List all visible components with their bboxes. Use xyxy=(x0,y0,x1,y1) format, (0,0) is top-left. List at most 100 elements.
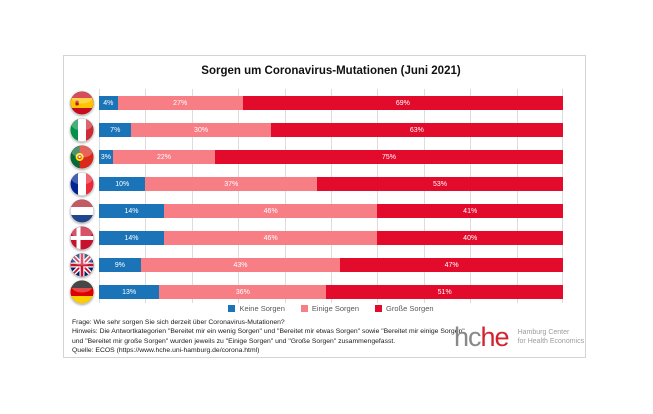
segment-value-label: 51% xyxy=(437,288,452,296)
gridline xyxy=(470,89,472,303)
flag-icon-it xyxy=(70,118,94,142)
hche-logo-text: hche xyxy=(454,322,510,352)
segment-value-label: 46% xyxy=(263,234,278,242)
bar-row-fr: 10% 37% 53% xyxy=(70,172,563,196)
bar-segment-gro-e-sorgen: 51% xyxy=(326,285,563,299)
bar-segment-keine-sorgen: 4% xyxy=(99,96,118,110)
flag-icon-es xyxy=(70,91,94,115)
segment-value-label: 22% xyxy=(156,153,171,161)
footnote-quelle: Quelle: ECOS (https://www.hche.uni-hambu… xyxy=(72,346,260,354)
legend-label: Einige Sorgen xyxy=(311,304,360,313)
bar-segment-keine-sorgen: 10% xyxy=(99,177,146,191)
bar-row-es: 4% 27% 69% xyxy=(70,91,563,115)
gridline xyxy=(191,89,193,303)
gridline xyxy=(238,89,240,303)
bar-row-it: 7% 30% 63% xyxy=(70,118,563,142)
segment-value-label: 9% xyxy=(114,261,125,269)
gridline xyxy=(284,89,286,303)
footnote-hinweis: Hinweis: Die Antwortkategorien "Bereitet… xyxy=(72,328,465,345)
plot-area: 4% 27% 69% 7% 30% 63% 3% 22% 75% 10% 37% 53% 14% 46% 4… xyxy=(70,89,563,304)
bar-segment-keine-sorgen: 14% xyxy=(99,231,164,245)
bar-row-gb: 9% 43% 47% xyxy=(70,253,563,277)
flag-icon-pt xyxy=(70,145,94,169)
hche-tagline-line2: for Health Economics xyxy=(517,338,585,345)
segment-value-label: 46% xyxy=(263,207,278,215)
bar-segment-einige-sorgen: 46% xyxy=(163,204,378,218)
segment-value-label: 41% xyxy=(463,207,478,215)
segment-value-label: 37% xyxy=(224,180,239,188)
legend-item-gro-e-sorgen: Große Sorgen xyxy=(375,304,434,313)
legend-swatch xyxy=(375,305,383,312)
bar-segment-gro-e-sorgen: 47% xyxy=(340,258,563,272)
flag-icon-gb xyxy=(70,253,94,277)
bar-segment-keine-sorgen: 3% xyxy=(99,150,113,164)
segment-value-label: 14% xyxy=(124,234,139,242)
gridline xyxy=(423,89,425,303)
segment-value-label: 10% xyxy=(115,180,130,188)
segment-value-label: 30% xyxy=(194,126,209,134)
gridline xyxy=(562,89,563,303)
segment-value-label: 47% xyxy=(444,261,459,269)
hche-logo-red-part: he xyxy=(480,322,510,352)
flag-icon-de xyxy=(70,280,94,304)
chart-card: Sorgen um Coronavirus-Mutationen (Juni 2… xyxy=(63,55,586,358)
legend-label: Große Sorgen xyxy=(386,304,434,313)
segment-value-label: 43% xyxy=(233,261,248,269)
legend-swatch xyxy=(300,305,308,312)
legend: Keine Sorgen Einige Sorgen Große Sorgen xyxy=(99,304,563,313)
bar-row-dk: 14% 46% 40% xyxy=(70,226,563,250)
bar-row-nl: 14% 46% 41% xyxy=(70,199,563,223)
bar-segment-gro-e-sorgen: 40% xyxy=(377,231,563,245)
bar-segment-gro-e-sorgen: 75% xyxy=(215,150,563,164)
bar-segment-einige-sorgen: 30% xyxy=(131,123,271,137)
bar-segment-einige-sorgen: 36% xyxy=(159,285,327,299)
hche-logo-gray-part: hc xyxy=(454,322,482,352)
bar-segment-gro-e-sorgen: 53% xyxy=(317,177,563,191)
hche-logo-tagline: Hamburg Center for Health Economics xyxy=(518,328,585,346)
legend-label: Keine Sorgen xyxy=(239,304,285,313)
flag-icon-dk xyxy=(70,226,94,250)
segment-value-label: 7% xyxy=(110,126,121,134)
bar-segment-keine-sorgen: 14% xyxy=(99,204,164,218)
segment-value-label: 53% xyxy=(433,180,448,188)
hche-logo: hche Hamburg Center for Health Economics xyxy=(454,322,585,352)
bar-segment-gro-e-sorgen: 69% xyxy=(242,96,563,110)
bar-segment-einige-sorgen: 43% xyxy=(140,258,341,272)
chart-title: Sorgen um Coronavirus-Mutationen (Juni 2… xyxy=(201,65,461,77)
bar-segment-einige-sorgen: 46% xyxy=(163,231,378,245)
hche-tagline-line1: Hamburg Center xyxy=(517,329,570,336)
flag-icon-nl xyxy=(70,199,94,223)
legend-item-einige-sorgen: Einige Sorgen xyxy=(300,304,360,313)
bar-segment-keine-sorgen: 7% xyxy=(99,123,132,137)
flag-icon-fr xyxy=(70,172,94,196)
bar-segment-keine-sorgen: 13% xyxy=(99,285,160,299)
legend-swatch xyxy=(228,305,236,312)
segment-value-label: 27% xyxy=(173,99,188,107)
gridline xyxy=(516,89,518,303)
segment-value-label: 63% xyxy=(409,126,424,134)
segment-value-label: 36% xyxy=(235,288,250,296)
bar-segment-gro-e-sorgen: 41% xyxy=(377,204,563,218)
bar-row-de: 13% 36% 51% xyxy=(70,280,563,304)
gridline xyxy=(331,89,332,303)
segment-value-label: 14% xyxy=(124,207,139,215)
bar-segment-einige-sorgen: 37% xyxy=(145,177,318,191)
bar-segment-keine-sorgen: 9% xyxy=(99,258,141,272)
bar-segment-gro-e-sorgen: 63% xyxy=(270,123,563,137)
segment-value-label: 40% xyxy=(463,234,478,242)
bar-segment-einige-sorgen: 22% xyxy=(112,150,215,164)
bar-segment-einige-sorgen: 27% xyxy=(117,96,243,110)
gridline xyxy=(145,89,147,303)
segment-value-label: 4% xyxy=(103,99,114,107)
segment-value-label: 75% xyxy=(381,153,396,161)
gridline xyxy=(99,89,100,303)
gridline xyxy=(377,89,379,303)
legend-item-keine-sorgen: Keine Sorgen xyxy=(228,304,285,313)
segment-value-label: 13% xyxy=(122,288,137,296)
footnote-frage: Frage: Wie sehr sorgen Sie sich derzeit … xyxy=(72,319,285,326)
bar-row-pt: 3% 22% 75% xyxy=(70,145,563,169)
segment-value-label: 69% xyxy=(395,99,410,107)
segment-value-label: 3% xyxy=(100,153,112,161)
footnotes: Frage: Wie sehr sorgen Sie sich derzeit … xyxy=(72,318,472,355)
